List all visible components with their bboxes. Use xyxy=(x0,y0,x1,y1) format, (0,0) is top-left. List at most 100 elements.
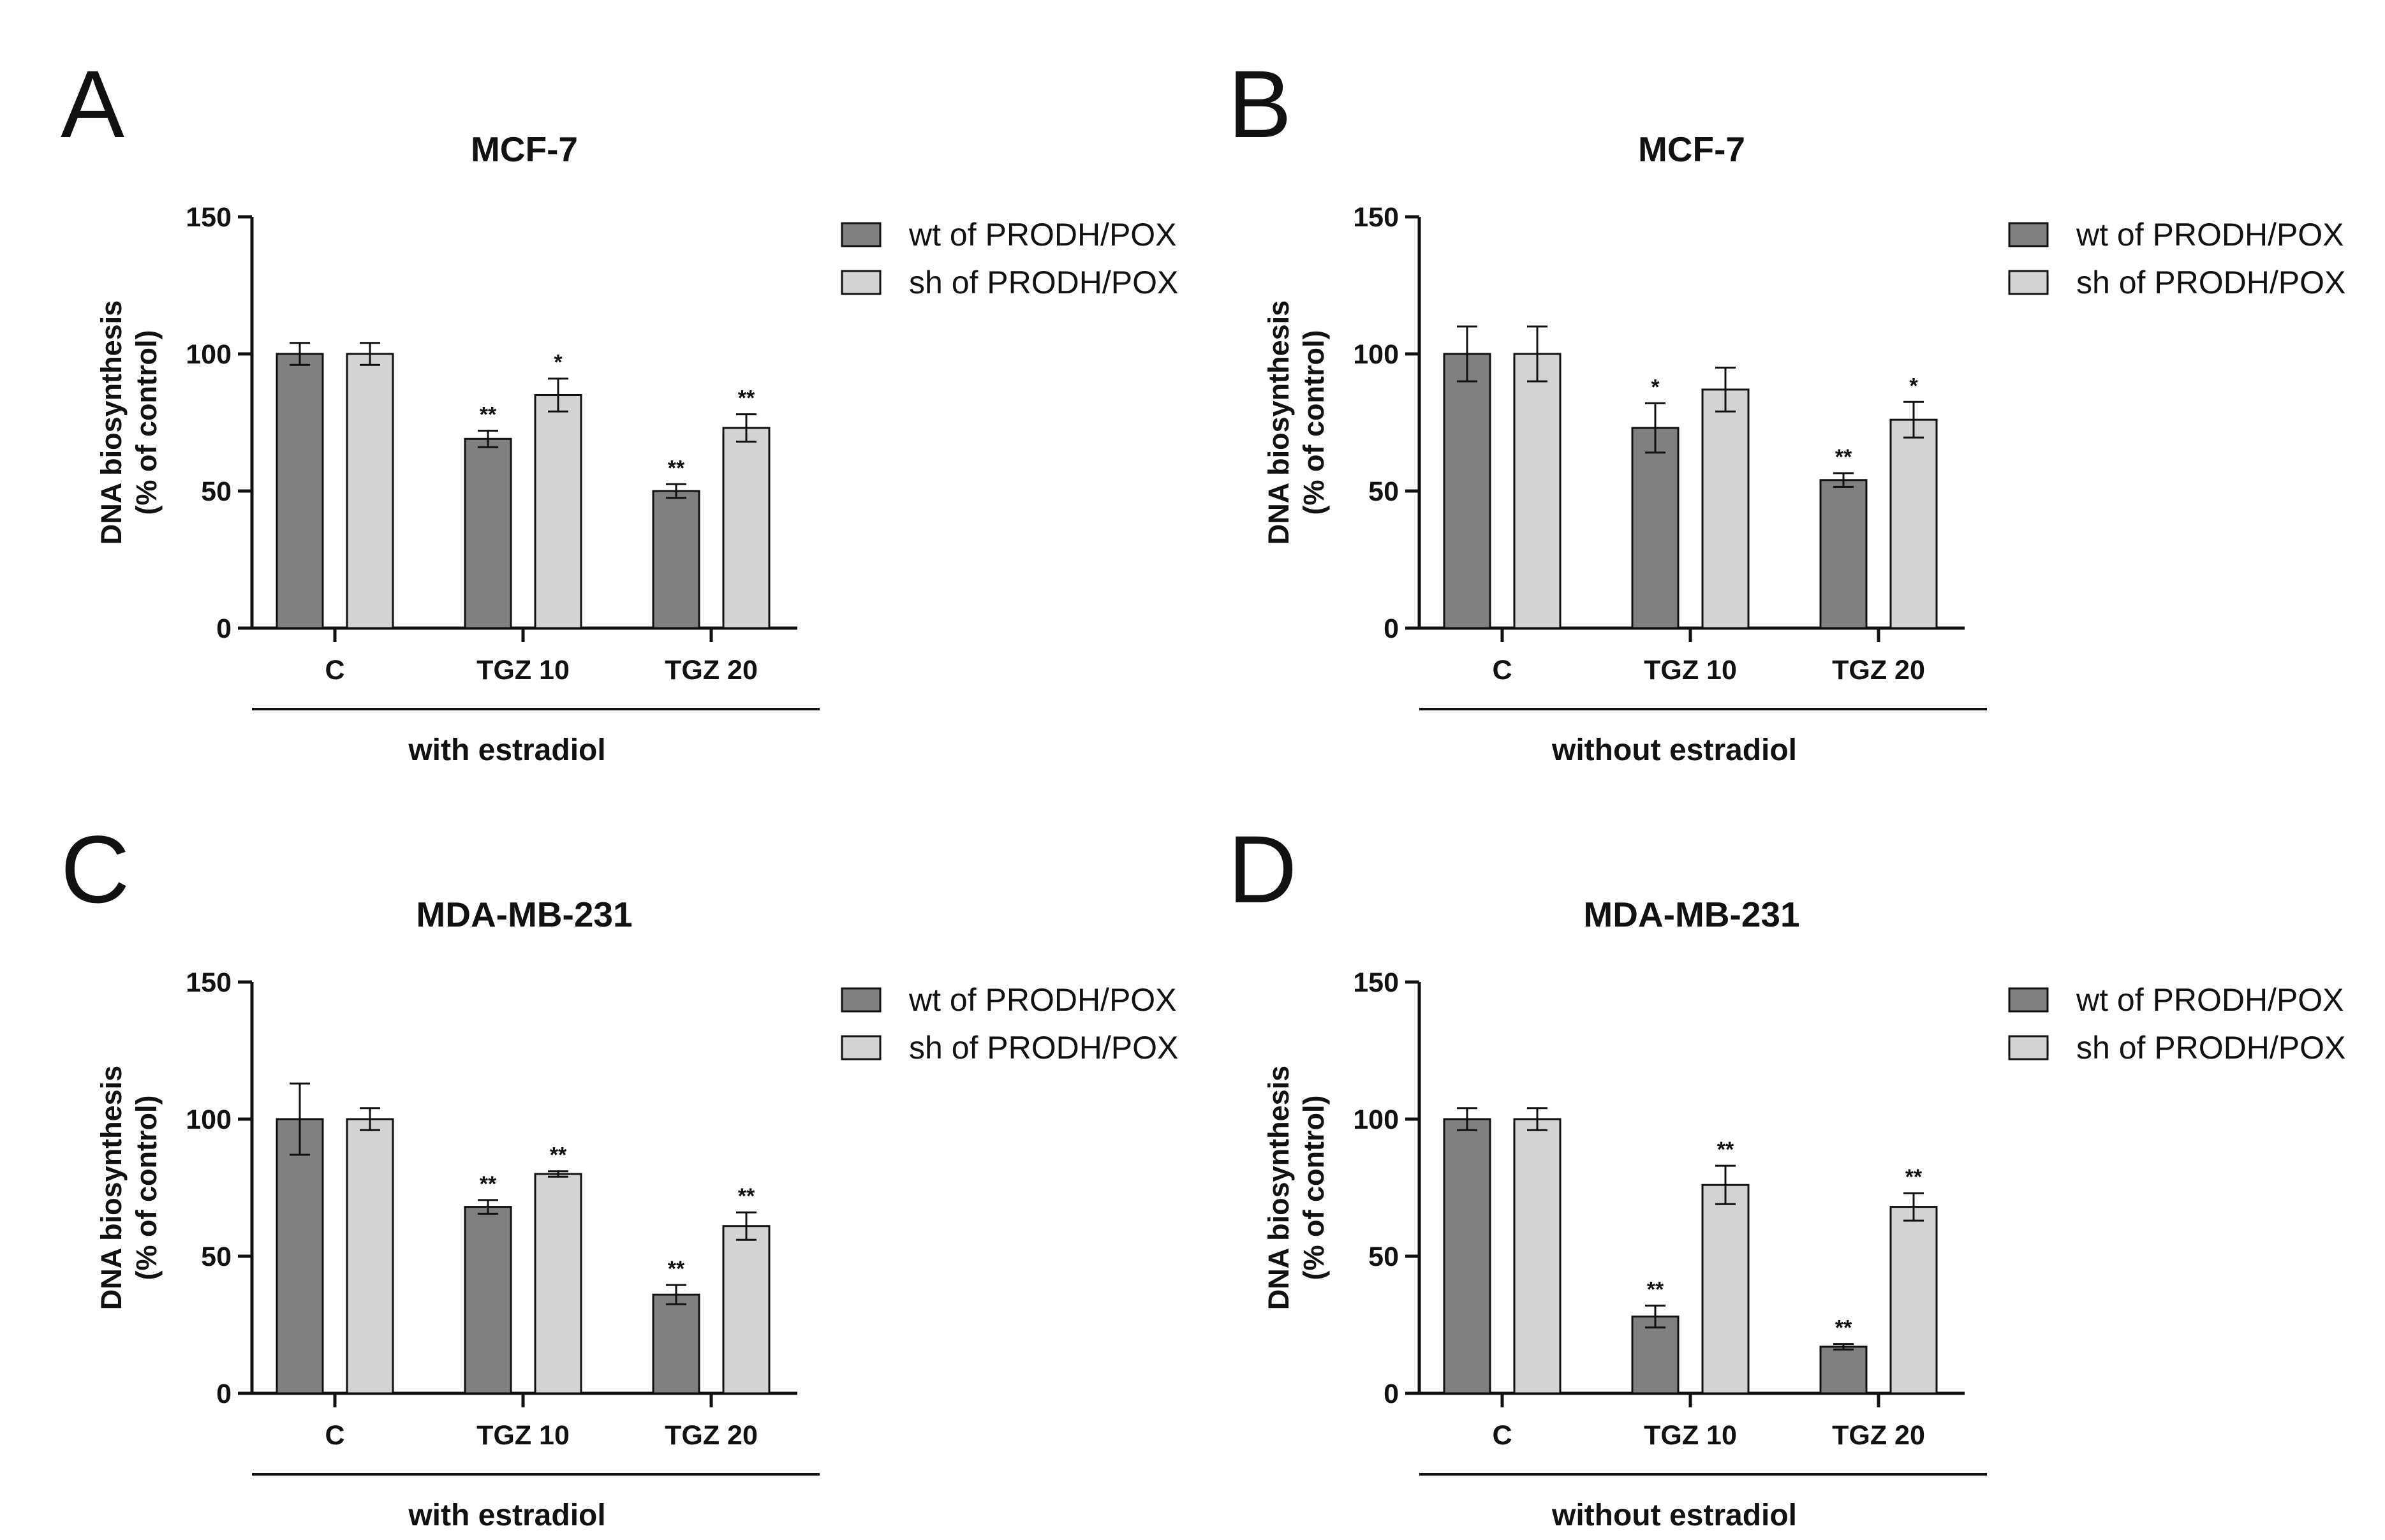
significance-marker: ** xyxy=(1835,1316,1852,1340)
bar xyxy=(1513,1118,1562,1395)
chart-panel-c: C MDA-MB-231 0 50 100 150 DNA biosynthesis(% o… xyxy=(0,765,1186,1532)
y-tick-label: 0 xyxy=(1384,1379,1399,1409)
bar xyxy=(652,1293,700,1395)
bar xyxy=(1889,1206,1938,1395)
significance-marker: ** xyxy=(1835,445,1852,469)
bar xyxy=(1513,353,1562,629)
panel-letter: A xyxy=(61,50,124,158)
legend-swatch xyxy=(2008,222,2049,247)
category-label: TGZ 10 xyxy=(1644,655,1737,686)
legend-label: wt of PRODH/POX xyxy=(2076,217,2344,253)
category-label: TGZ 10 xyxy=(476,1420,570,1451)
category-label: TGZ 20 xyxy=(665,1420,758,1451)
legend-label: wt of PRODH/POX xyxy=(908,217,1177,253)
chart-title: MDA-MB-231 xyxy=(416,895,632,934)
significance-marker: * xyxy=(1651,375,1660,399)
y-tick-label: 100 xyxy=(186,1104,232,1135)
chart-svg: A MCF-7 0 50 100 150 DNA biosynthesis(% of con… xyxy=(61,50,1178,767)
significance-marker: ** xyxy=(738,1184,755,1208)
chart-panel-d: D MDA-MB-231 0 50 100 150 DNA biosynthesis(% o… xyxy=(1167,765,2354,1532)
bar xyxy=(1819,479,1868,629)
category-label: TGZ 10 xyxy=(476,655,570,686)
significance-marker: ** xyxy=(1905,1165,1923,1189)
legend-label: sh of PRODH/POX xyxy=(2076,265,2345,300)
y-tick-label: 100 xyxy=(1353,339,1399,370)
bar xyxy=(1701,388,1750,629)
category-label: C xyxy=(325,655,344,686)
bar xyxy=(1443,353,1491,629)
y-axis-label: DNA biosynthesis(% of control) xyxy=(1262,300,1330,545)
y-tick-label: 100 xyxy=(186,339,232,370)
bar xyxy=(1701,1184,1750,1395)
category-label: TGZ 10 xyxy=(1644,1420,1737,1451)
chart-svg: B MCF-7 0 50 100 150 DNA biosynthesis(% of con… xyxy=(1228,50,2345,767)
significance-marker: ** xyxy=(480,402,497,427)
chart-title: MCF-7 xyxy=(471,129,578,169)
y-tick-label: 50 xyxy=(1368,476,1399,507)
x-axis-group-label: with estradiol xyxy=(408,733,605,767)
y-axis-label: DNA biosynthesis(% of control) xyxy=(1262,1066,1330,1310)
legend-swatch xyxy=(841,1035,882,1060)
category-label: C xyxy=(325,1420,344,1451)
category-label: TGZ 20 xyxy=(1832,1420,1925,1451)
chart-title: MCF-7 xyxy=(1638,129,1745,169)
y-tick-label: 150 xyxy=(186,202,232,233)
significance-marker: ** xyxy=(738,386,755,411)
y-axis-label: DNA biosynthesis(% of control) xyxy=(95,1066,163,1310)
legend-swatch xyxy=(841,270,882,295)
y-tick-label: 50 xyxy=(201,476,232,507)
significance-marker: ** xyxy=(668,1257,685,1281)
y-tick-label: 0 xyxy=(216,613,232,644)
significance-marker: * xyxy=(1909,374,1918,398)
chart-svg: D MDA-MB-231 0 50 100 150 DNA biosynthesis(% o… xyxy=(1228,816,2345,1532)
chart-panel-b: B MCF-7 0 50 100 150 DNA biosynthesis(% of con… xyxy=(1167,0,2354,767)
legend-swatch xyxy=(2008,270,2049,295)
chart-title: MDA-MB-231 xyxy=(1583,895,1799,934)
x-axis-group-label: without estradiol xyxy=(1551,1499,1797,1532)
bar xyxy=(1889,418,1938,629)
bar xyxy=(722,1225,771,1395)
panel-letter: C xyxy=(61,816,129,923)
bar xyxy=(1631,1316,1680,1395)
significance-marker: ** xyxy=(550,1143,567,1168)
bar xyxy=(534,394,582,629)
chart-panel-a: A MCF-7 0 50 100 150 DNA biosynthesis(% of con… xyxy=(0,0,1186,767)
y-tick-label: 0 xyxy=(216,1379,232,1409)
y-tick-label: 0 xyxy=(1384,613,1399,644)
legend-swatch xyxy=(841,222,882,247)
bar xyxy=(464,1206,512,1395)
bar xyxy=(346,1118,394,1395)
bar xyxy=(464,437,512,629)
bar xyxy=(1819,1346,1868,1395)
category-label: C xyxy=(1492,1420,1512,1451)
category-label: TGZ 20 xyxy=(665,655,758,686)
bar xyxy=(346,353,394,629)
x-axis-group-label: with estradiol xyxy=(408,1499,605,1532)
bar xyxy=(722,427,771,629)
legend-label: wt of PRODH/POX xyxy=(2076,982,2344,1018)
significance-marker: ** xyxy=(480,1172,497,1196)
legend-swatch xyxy=(2008,1035,2049,1060)
y-tick-label: 100 xyxy=(1353,1104,1399,1135)
significance-marker: ** xyxy=(1717,1138,1734,1162)
significance-marker: ** xyxy=(1647,1277,1664,1302)
panel-letter: B xyxy=(1228,50,1292,158)
significance-marker: ** xyxy=(668,456,685,480)
y-tick-label: 50 xyxy=(1368,1242,1399,1272)
legend-label: sh of PRODH/POX xyxy=(909,1030,1178,1066)
y-tick-label: 150 xyxy=(1353,202,1399,233)
category-label: C xyxy=(1492,655,1512,686)
legend-swatch xyxy=(841,987,882,1013)
category-label: TGZ 20 xyxy=(1832,655,1925,686)
bar xyxy=(276,1118,324,1395)
panel-letter: D xyxy=(1228,816,1297,923)
x-axis-group-label: without estradiol xyxy=(1551,733,1797,767)
y-tick-label: 150 xyxy=(186,967,232,998)
legend-label: wt of PRODH/POX xyxy=(908,982,1177,1018)
bar xyxy=(1631,427,1680,629)
significance-marker: * xyxy=(554,351,563,375)
legend-label: sh of PRODH/POX xyxy=(2076,1030,2345,1066)
bar xyxy=(652,490,700,629)
y-axis-label: DNA biosynthesis(% of control) xyxy=(95,300,163,545)
